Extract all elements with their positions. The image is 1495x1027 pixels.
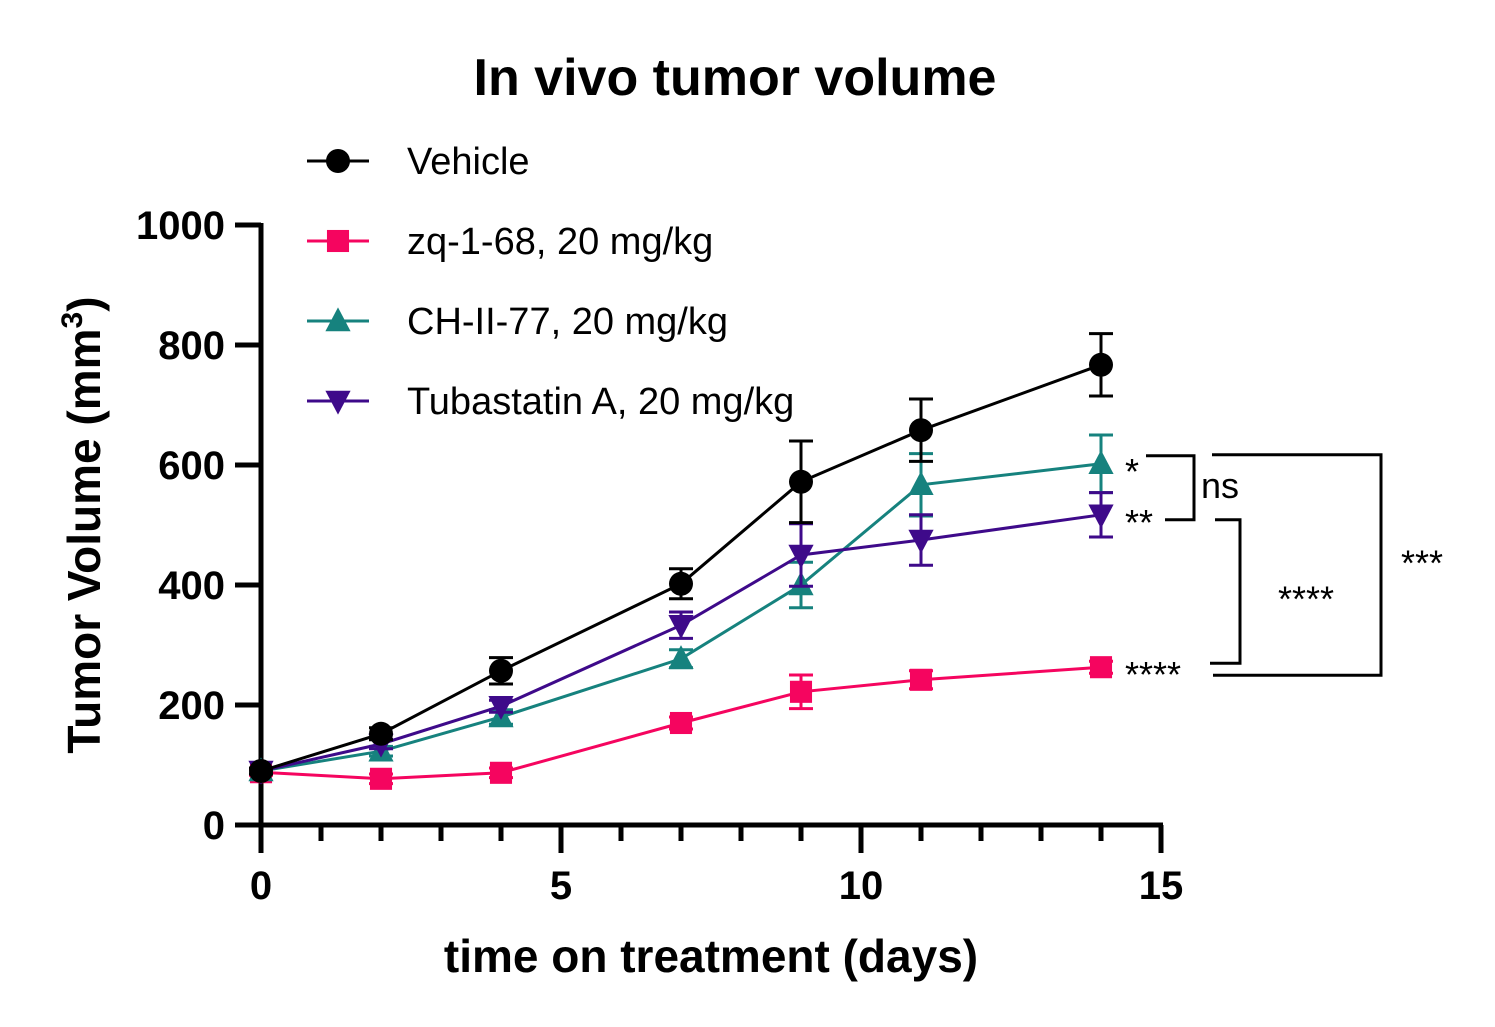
data-point [488, 695, 514, 720]
data-point [1089, 656, 1113, 679]
significance-mark: **** [1125, 654, 1181, 695]
x-axis-label: time on treatment (days) [444, 930, 978, 982]
y-axis: 0 200 400 600 800 1000 [136, 204, 264, 848]
x-axis: 0 5 10 15 [235, 822, 1184, 908]
data-point [909, 668, 933, 691]
data-point [1089, 352, 1113, 377]
data-point [489, 761, 513, 784]
data-point [789, 469, 813, 494]
legend-marker-triangle-down [325, 390, 351, 415]
data-point [788, 544, 814, 569]
bracket-ns: ns [1146, 454, 1239, 522]
series-layer [248, 332, 1114, 790]
bracket-tub-vs-zq: **** [1210, 518, 1334, 665]
bracket-line [1212, 453, 1383, 677]
legend: Vehicle zq-1-68, 20 mg/kg CH-II-77, 20 mg/… [307, 141, 794, 423]
legend-marker-square [326, 229, 350, 253]
data-point [1088, 504, 1114, 529]
data-point [369, 767, 393, 790]
y-axis-label-superscript: 3 [56, 312, 89, 329]
data-point [668, 645, 694, 670]
bracket-ch-vs-zq: *** [1212, 453, 1443, 677]
data-point [668, 614, 694, 639]
bracket-label: ns [1201, 465, 1239, 506]
significance-mark: * [1125, 451, 1139, 492]
data-point [909, 418, 933, 443]
legend-item: CH-II-77, 20 mg/kg [307, 301, 728, 343]
legend-label: Tubastatin A, 20 mg/kg [407, 381, 794, 423]
x-tick-label: 10 [839, 864, 884, 908]
series-zq-1-68 [249, 656, 1113, 790]
legend-item: Tubastatin A, 20 mg/kg [307, 381, 794, 423]
y-tick-label: 1000 [136, 204, 225, 248]
legend-label: Vehicle [407, 141, 530, 183]
x-tick-label: 15 [1139, 864, 1184, 908]
y-tick-label: 600 [158, 444, 225, 488]
data-point [1088, 450, 1114, 475]
significance-mark: ** [1125, 502, 1153, 543]
bracket-label: *** [1401, 543, 1443, 584]
data-point [669, 711, 693, 735]
y-tick-label: 400 [158, 564, 225, 608]
series-vehicle [249, 332, 1113, 783]
data-point [908, 471, 934, 496]
legend-label: CH-II-77, 20 mg/kg [407, 301, 728, 343]
data-point [369, 721, 393, 746]
y-axis-label-main: Tumor Volume (mm [58, 328, 110, 753]
chart-title: In vivo tumor volume [474, 49, 997, 107]
y-tick-label: 800 [158, 324, 225, 368]
y-axis-label-suffix: ) [58, 296, 110, 311]
y-axis-label: Tumor Volume (mm3) [56, 296, 110, 753]
data-point [789, 680, 813, 703]
data-point [489, 658, 513, 683]
bracket-label: **** [1278, 579, 1334, 620]
legend-label: zq-1-68, 20 mg/kg [407, 221, 713, 263]
legend-item: Vehicle [307, 141, 530, 183]
data-point [908, 529, 934, 554]
y-tick-label: 200 [158, 684, 225, 728]
x-tick-label: 0 [250, 864, 272, 908]
x-tick-label: 5 [550, 864, 572, 908]
y-tick-label: 0 [203, 804, 225, 848]
annotation-layer: *******ns******* [1125, 451, 1443, 695]
legend-marker-triangle-up [325, 307, 351, 332]
legend-marker-circle [326, 149, 350, 173]
bracket-line [1146, 454, 1196, 522]
legend-item: zq-1-68, 20 mg/kg [307, 221, 713, 263]
bracket-line [1210, 518, 1242, 665]
data-point [249, 759, 273, 783]
data-point [669, 571, 693, 596]
